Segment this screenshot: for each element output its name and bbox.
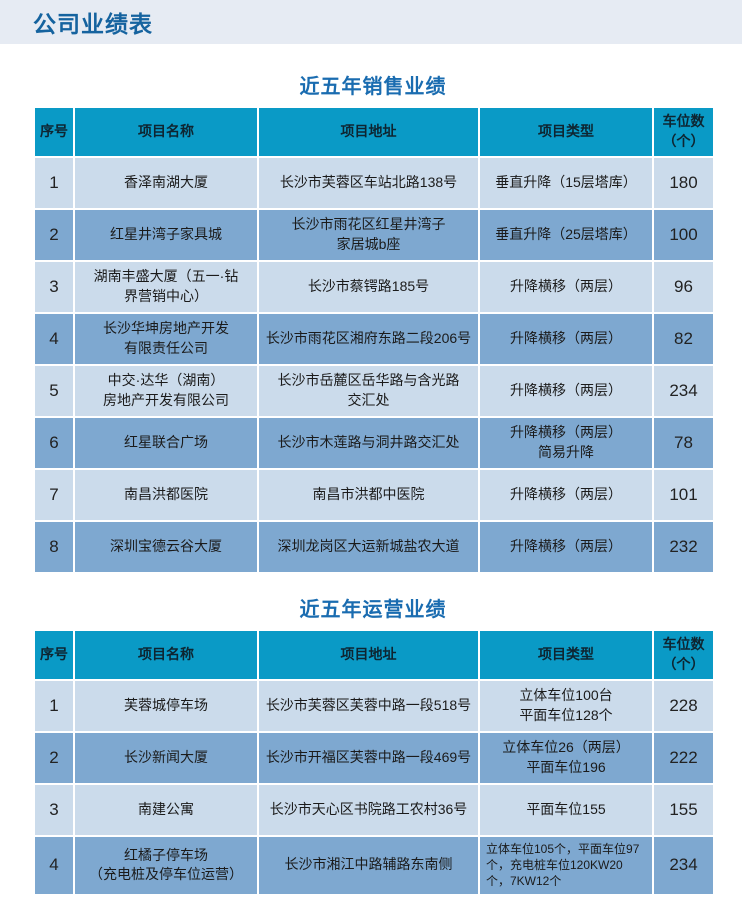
cell-project-address: 长沙市岳麓区岳华路与含光路 交汇处 [257, 364, 480, 418]
cell-project-address: 长沙市雨花区湘府东路二段206号 [257, 312, 480, 366]
cell-project-address: 长沙市天心区书院路工农村36号 [257, 783, 480, 837]
cell-seq: 1 [33, 156, 75, 210]
cell-space-count: 180 [652, 156, 715, 210]
table-row: 5 中交·达华（湖南） 房地产开发有限公司 长沙市岳麓区岳华路与含光路 交汇处 … [33, 364, 715, 418]
table-row: 7 南昌洪都医院 南昌市洪都中医院 升降横移（两层） 101 [33, 468, 715, 522]
cell-project-type: 立体车位26（两层） 平面车位196 [478, 731, 654, 785]
cell-project-name: 芙蓉城停车场 [73, 679, 259, 733]
cell-project-name: 长沙新闻大厦 [73, 731, 259, 785]
cell-project-type: 升降横移（两层） 简易升降 [478, 416, 654, 470]
cell-project-address: 长沙市木莲路与洞井路交汇处 [257, 416, 480, 470]
cell-project-type: 立体车位100台 平面车位128个 [478, 679, 654, 733]
header-cell-seq: 序号 [33, 106, 75, 158]
cell-seq: 8 [33, 520, 75, 574]
cell-space-count: 96 [652, 260, 715, 314]
top-header-band: 公司业绩表 [0, 0, 742, 44]
cell-project-address: 长沙市雨花区红星井湾子 家居城b座 [257, 208, 480, 262]
cell-project-name: 南建公寓 [73, 783, 259, 837]
cell-space-count: 82 [652, 312, 715, 366]
cell-space-count: 101 [652, 468, 715, 522]
section-title-sales: 近五年销售业绩 [299, 76, 447, 98]
header-cell-project-name: 项目名称 [73, 106, 259, 158]
table-row: 3 湖南丰盛大厦（五一·钻 界营销中心） 长沙市蔡锷路185号 升降横移（两层）… [33, 260, 715, 314]
header-cell-seq: 序号 [33, 629, 75, 681]
table-row: 2 红星井湾子家具城 长沙市雨花区红星井湾子 家居城b座 垂直升降（25层塔库）… [33, 208, 715, 262]
table-row: 1 香泽南湖大厦 长沙市芙蓉区车站北路138号 垂直升降（15层塔库） 180 [33, 156, 715, 210]
cell-seq: 3 [33, 260, 75, 314]
cell-seq: 3 [33, 783, 75, 837]
cell-project-type: 升降横移（两层） [478, 364, 654, 418]
cell-project-name: 红橘子停车场 （充电桩及停车位运营） [73, 835, 259, 896]
cell-project-address: 深圳龙岗区大运新城盐农大道 [257, 520, 480, 574]
cell-project-type: 升降横移（两层） [478, 260, 654, 314]
cell-project-name: 香泽南湖大厦 [73, 156, 259, 210]
header-cell-space-count: 车位数 （个） [652, 106, 715, 158]
cell-project-address: 长沙市蔡锷路185号 [257, 260, 480, 314]
cell-space-count: 234 [652, 835, 715, 896]
cell-project-type: 平面车位155 [478, 783, 654, 837]
table-row: 1 芙蓉城停车场 长沙市芙蓉区芙蓉中路一段518号 立体车位100台 平面车位1… [33, 679, 715, 733]
cell-project-name: 长沙华坤房地产开发 有限责任公司 [73, 312, 259, 366]
table-row: 2 长沙新闻大厦 长沙市开福区芙蓉中路一段469号 立体车位26（两层） 平面车… [33, 731, 715, 785]
cell-space-count: 234 [652, 364, 715, 418]
cell-project-name: 湖南丰盛大厦（五一·钻 界营销中心） [73, 260, 259, 314]
cell-seq: 2 [33, 208, 75, 262]
operations-performance-table: 序号 项目名称 项目地址 项目类型 车位数 （个） 1 芙蓉城停车场 长沙市芙蓉… [33, 629, 715, 896]
cell-seq: 2 [33, 731, 75, 785]
header-cell-project-type: 项目类型 [478, 629, 654, 681]
header-cell-space-count: 车位数 （个） [652, 629, 715, 681]
cell-project-address: 长沙市芙蓉区车站北路138号 [257, 156, 480, 210]
table-header-row: 序号 项目名称 项目地址 项目类型 车位数 （个） [33, 106, 715, 158]
header-cell-project-address: 项目地址 [257, 629, 480, 681]
cell-project-name: 深圳宝德云谷大厦 [73, 520, 259, 574]
cell-project-type: 升降横移（两层） [478, 468, 654, 522]
cell-space-count: 100 [652, 208, 715, 262]
cell-space-count: 78 [652, 416, 715, 470]
cell-seq: 4 [33, 312, 75, 366]
cell-project-type: 立体车位105个，平面车位97个，充电桩车位120KW20个，7KW12个 [478, 835, 654, 896]
cell-space-count: 155 [652, 783, 715, 837]
table-header-row: 序号 项目名称 项目地址 项目类型 车位数 （个） [33, 629, 715, 681]
cell-project-address: 长沙市开福区芙蓉中路一段469号 [257, 731, 480, 785]
cell-project-name: 红星联合广场 [73, 416, 259, 470]
table-row: 4 长沙华坤房地产开发 有限责任公司 长沙市雨花区湘府东路二段206号 升降横移… [33, 312, 715, 366]
cell-project-name: 南昌洪都医院 [73, 468, 259, 522]
cell-project-type: 升降横移（两层） [478, 312, 654, 366]
header-cell-project-address: 项目地址 [257, 106, 480, 158]
section-title-operations: 近五年运营业绩 [299, 599, 447, 621]
cell-project-type: 升降横移（两层） [478, 520, 654, 574]
table-row: 4 红橘子停车场 （充电桩及停车位运营） 长沙市湘江中路辅路东南侧 立体车位10… [33, 835, 715, 896]
cell-project-type: 垂直升降（15层塔库） [478, 156, 654, 210]
cell-seq: 4 [33, 835, 75, 896]
cell-seq: 7 [33, 468, 75, 522]
cell-project-address: 长沙市芙蓉区芙蓉中路一段518号 [257, 679, 480, 733]
table-row: 8 深圳宝德云谷大厦 深圳龙岗区大运新城盐农大道 升降横移（两层） 232 [33, 520, 715, 574]
table-row: 3 南建公寓 长沙市天心区书院路工农村36号 平面车位155 155 [33, 783, 715, 837]
cell-seq: 1 [33, 679, 75, 733]
header-cell-project-type: 项目类型 [478, 106, 654, 158]
table-row: 6 红星联合广场 长沙市木莲路与洞井路交汇处 升降横移（两层） 简易升降 78 [33, 416, 715, 470]
cell-project-name: 红星井湾子家具城 [73, 208, 259, 262]
cell-project-address: 南昌市洪都中医院 [257, 468, 480, 522]
header-cell-project-name: 项目名称 [73, 629, 259, 681]
cell-space-count: 222 [652, 731, 715, 785]
cell-space-count: 228 [652, 679, 715, 733]
cell-project-address: 长沙市湘江中路辅路东南侧 [257, 835, 480, 896]
cell-seq: 6 [33, 416, 75, 470]
cell-seq: 5 [33, 364, 75, 418]
cell-space-count: 232 [652, 520, 715, 574]
cell-project-type: 垂直升降（25层塔库） [478, 208, 654, 262]
page-title: 公司业绩表 [33, 11, 153, 37]
cell-project-name: 中交·达华（湖南） 房地产开发有限公司 [73, 364, 259, 418]
sales-performance-table: 序号 项目名称 项目地址 项目类型 车位数 （个） 1 香泽南湖大厦 长沙市芙蓉… [33, 106, 715, 574]
